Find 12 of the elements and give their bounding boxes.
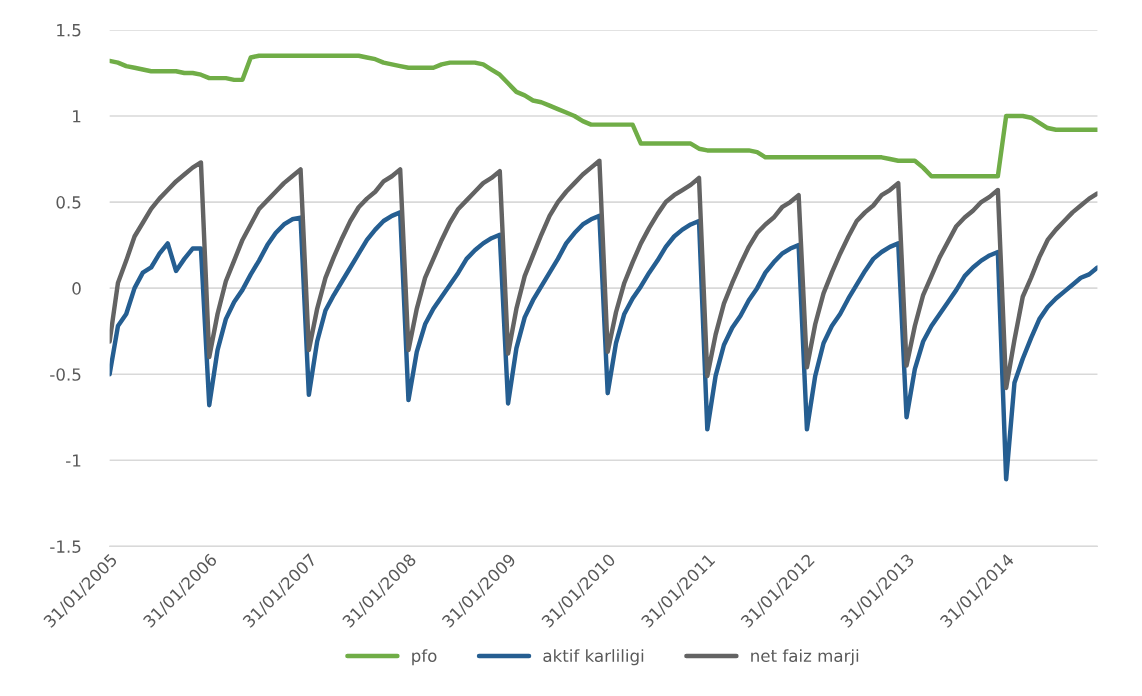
y-tick-label: 0.5: [56, 196, 81, 209]
y-tick-label: 1: [73, 110, 81, 123]
line-series: [109, 53, 1098, 179]
y-tick-label: 1.5: [57, 24, 81, 37]
y-tick-label: -1.5: [50, 540, 81, 553]
y-tick-label: -0.5: [50, 368, 81, 381]
y-tick-label: -1: [66, 454, 81, 467]
legend-label: pfo: [412, 649, 437, 666]
y-tick-label: 0: [72, 282, 81, 295]
line-series: [109, 158, 1098, 391]
legend-label: aktif karliligi: [543, 649, 644, 666]
legend-label: net faiz marji: [751, 649, 859, 666]
